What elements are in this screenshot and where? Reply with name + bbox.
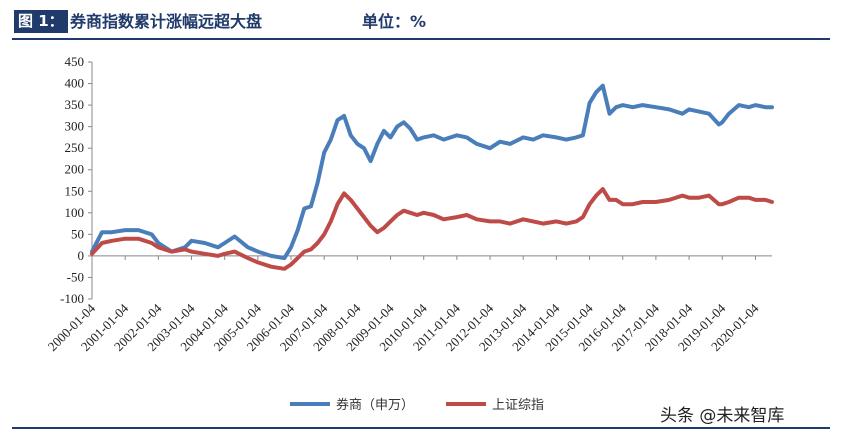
y-tick-label: -50 [67,269,84,284]
legend-item-sse: 上证综指 [446,398,544,413]
y-tick-label: 450 [65,54,85,69]
y-tick-label: 350 [65,97,85,112]
figure-header: 图 1： 券商指数累计涨幅远超大盘 单位：% [0,0,844,40]
y-tick-label: 200 [65,162,85,177]
y-tick-label: 50 [71,226,84,241]
chart-axes: -100-500501001502002503003504004502000-0… [45,54,772,354]
figure-label: 图 1： [14,10,68,33]
y-tick-label: 150 [65,183,85,198]
series-layer [90,83,774,271]
bottom-divider [12,427,830,429]
legend-label: 上证综指 [492,398,544,413]
watermark: 头条 @未来智库 [660,406,785,426]
y-tick-label: -100 [60,291,84,306]
series-line-sse [90,187,774,271]
legend-item-broker: 券商（申万） [290,397,414,413]
series-line-broker [90,83,774,261]
y-tick-label: 250 [65,140,85,155]
y-tick-label: 100 [65,205,85,220]
chart-title: 券商指数累计涨幅远超大盘 [70,12,263,31]
top-divider [12,38,830,40]
legend-label: 券商（申万） [336,397,414,413]
y-tick-label: 0 [78,248,85,263]
chart-legend: 券商（申万） 上证综指 [290,397,544,413]
y-tick-label: 300 [65,119,85,134]
y-tick-label: 400 [65,76,85,91]
unit-label: 单位：% [362,12,427,31]
